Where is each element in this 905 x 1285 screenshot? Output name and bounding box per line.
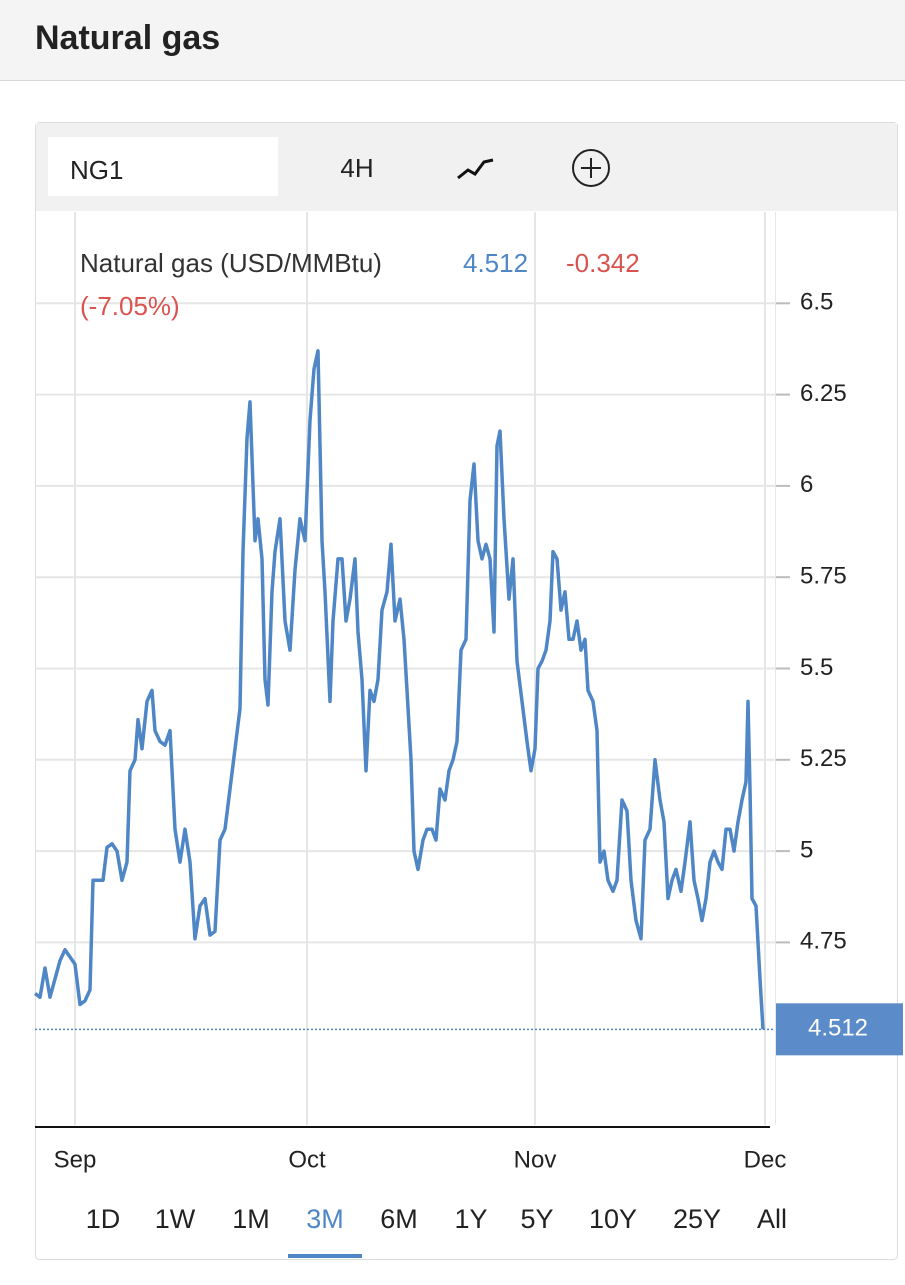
symbol: NG1 [70,155,123,185]
y-tick-label: 6.25 [800,380,847,407]
range-button[interactable]: 10Y [589,1204,637,1234]
x-tick-label: Oct [288,1146,326,1173]
interval-button[interactable]: 4H [340,153,373,183]
range-button[interactable]: 6M [380,1204,418,1234]
y-tick-label: 4.75 [800,928,847,955]
y-tick-label: 5.75 [800,563,847,590]
plot: 4.75 5 5.25 5.5 5.75 6 6.25 6.5 Sep Oct Nov Dec 4.51… [33,212,903,1258]
legend-change-percent: (-7.05%) [80,291,180,321]
x-tick-label: Dec [744,1146,787,1173]
y-tick-label: 5.5 [800,654,833,681]
range-button[interactable]: 5Y [520,1204,553,1234]
symbol-input[interactable] [48,137,278,196]
last-price-box [776,1003,903,1056]
range-button[interactable]: 1M [232,1204,270,1234]
range-button[interactable]: 1D [86,1204,121,1234]
y-tick-label: 5 [800,836,813,863]
range-button[interactable]: 3M [306,1204,344,1234]
x-tick-label: Nov [514,1146,557,1173]
y-tick-label: 5.25 [800,745,847,772]
price-line [33,349,765,1030]
plus-circle [572,149,610,187]
last-price-label: 4.512 [808,1015,868,1042]
page-title: Natural gas [35,19,220,57]
active-range-underline [288,1254,362,1258]
legend-change: -0.342 [566,248,640,278]
range-button[interactable]: All [757,1204,787,1234]
x-tick-label: Sep [54,1146,97,1173]
chart-type-button[interactable] [457,158,494,180]
range-button[interactable]: 1W [155,1204,196,1234]
range-button[interactable]: 1Y [454,1204,487,1234]
y-tick-label: 6.5 [800,289,833,316]
plus-sign [581,158,601,178]
legend-last: 4.512 [463,248,528,278]
range-button[interactable]: 25Y [673,1204,721,1234]
header-bar [0,0,905,80]
y-tick-label: 6 [800,471,813,498]
add-indicator-button[interactable] [572,149,610,187]
legend-title: Natural gas (USD/MMBtu) [80,248,382,278]
